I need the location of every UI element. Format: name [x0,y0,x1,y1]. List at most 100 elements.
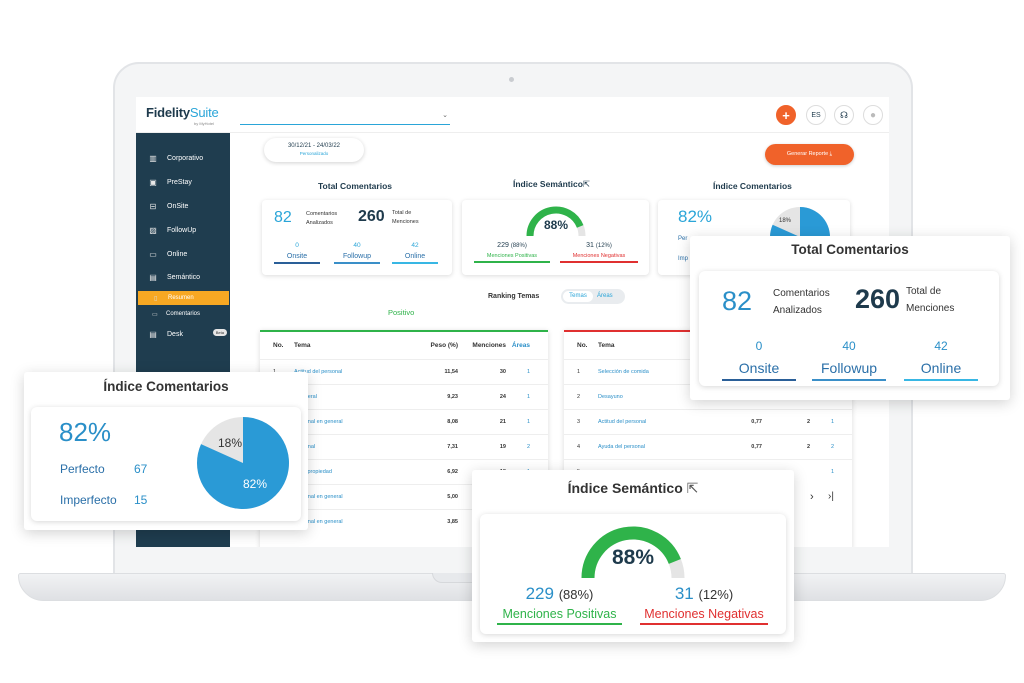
followup-stat[interactable]: 40 Followup [334,242,380,264]
indice-comentarios-title: Índice Comentarios [713,181,792,191]
floating-online-value: 42 [934,339,948,353]
row-areas[interactable]: 1 [830,419,834,425]
language-button[interactable]: ES [806,105,826,125]
row-tema[interactable]: Actitud del personal [294,369,343,375]
col-menciones: Menciones [472,342,506,349]
sidebar-item-followup[interactable]: ▨ FollowUp [136,220,230,240]
external-link-icon[interactable]: ⇱ [682,480,699,496]
row-tema[interactable]: de la propiedad [294,469,332,475]
support-button[interactable]: ☊ [834,105,854,125]
add-button[interactable]: + [776,105,796,125]
table-row[interactable]: personal en general 5,00 [260,484,548,509]
row-peso: 3,85 [447,519,458,525]
online-stat[interactable]: 42 Online [392,242,438,264]
floating-positive-mentions[interactable]: 229 (88%) Menciones Positivas [497,584,622,625]
sidebar-item-corporativo[interactable]: ▥ Corporativo [136,148,230,168]
semantic-gauge [526,206,586,237]
indice-semantico-title: Índice Semántico⇱ [513,179,590,190]
date-range-picker[interactable]: 30/12/21 - 24/03/22 Personalizado [264,138,364,162]
row-areas[interactable]: 1 [830,469,834,475]
negative-mentions[interactable]: 31 (12%) Menciones Negativas [560,242,638,263]
indice-pie-chart [197,417,289,509]
col-tema: Tema [294,342,311,349]
row-areas[interactable]: 1 [526,419,530,425]
floating-negative-mentions[interactable]: 31 (12%) Menciones Negativas [640,584,768,625]
analyzed-label: Comentarios Analizados [306,210,337,228]
pie-slice-perfecto [197,417,289,509]
pagination-next[interactable]: › [810,491,814,503]
indice-semantico-card: 88% 229 (88%) Menciones Positivas 31 (12… [462,200,649,275]
user-avatar[interactable]: ● [863,105,883,125]
row-peso: 6,92 [447,469,458,475]
row-tema[interactable]: Actitud del personal [598,419,647,425]
floating-analyzed-count: 82 [722,286,753,316]
app-logo[interactable]: FidelitySuite [146,105,219,120]
gauge-fill [581,526,681,579]
sidebar-subitem-resumen[interactable]: ▯ Resumen [138,291,229,305]
analyzed-label-line-2: Analizados [306,220,333,226]
sidebar-item-label: Corporativo [167,154,204,162]
pie-small-imperfecto-label: 18% [779,218,792,224]
row-tema[interactable]: personal en general [294,519,343,525]
sidebar-item-label: Semántico [167,273,201,281]
sidebar-item-desk[interactable]: ▤ Desk Beta [136,324,230,344]
generate-report-button[interactable]: Generar Reporte ⤓ [765,144,854,165]
row-no: 3 [577,419,581,425]
clipboard-icon: ▤ [149,329,157,339]
sidebar-item-semantico[interactable]: ▤ Semántico [136,267,230,287]
sidebar-item-label: Online [167,250,188,258]
ranking-toggle[interactable]: Temas Áreas [561,289,625,304]
row-peso: 5,00 [447,494,458,500]
col-tema: Tema [598,342,615,349]
row-peso: 0,77 [751,444,762,450]
row-areas[interactable]: 1 [526,394,530,400]
row-menciones: 19 [499,444,506,450]
floating-indice-semantico: Índice Semántico ⇱ 88% 229 (88%) Mencion… [472,470,794,642]
floating-total-line-2: Menciones [906,303,955,314]
row-tema[interactable]: personal en general [294,494,343,500]
row-no: 2 [577,394,581,400]
floating-onsite-stat[interactable]: 0 Onsite [722,339,796,381]
row-tema[interactable]: personal en general [294,419,343,425]
sidebar-item-online[interactable]: ▭ Online [136,244,230,264]
row-areas[interactable]: 2 [830,444,834,450]
row-areas[interactable]: 2 [526,444,530,450]
toggle-temas[interactable]: Temas [563,291,593,302]
table-row[interactable]: 4 Ayuda del personal 0,77 2 2 [564,434,852,459]
indice-comentarios-inner: 82% Perfecto 67 Imperfecto 15 18% 82% [31,407,301,521]
total-comentarios-inner: 82 Comentarios Analizados 260 Total de Men… [699,271,999,386]
hotel-select[interactable]: ⌄ [240,111,450,125]
table-row[interactable]: personal en general 8,08 21 1 [260,409,548,434]
floating-negative-pct: (12%) [698,587,734,602]
row-tema[interactable]: Desayuno [598,394,623,400]
floating-followup-label: Followup [812,360,886,381]
bed-icon: ⊟ [149,201,157,211]
row-areas[interactable]: 1 [526,369,530,375]
analyzed-label-line-1: Comentarios [306,211,338,217]
sidebar-subitem-comentarios[interactable]: ▭ Comentarios [136,307,230,321]
analyzed-count: 82 [274,209,292,226]
pagination-last[interactable]: ›| [828,491,834,502]
logo-subtitle: by MyHotel [194,121,215,126]
gauge-fill [526,206,584,237]
row-tema[interactable]: Ayuda del personal [598,444,645,450]
indice-semantico-inner: 88% 229 (88%) Menciones Positivas 31 (12… [480,514,786,634]
sidebar-item-label: Desk [167,330,183,338]
sidebar-item-prestay[interactable]: ▣ PreStay [136,172,230,192]
chat-icon: ▤ [149,272,157,282]
row-tema[interactable]: Selección de comida [598,369,649,375]
sidebar-item-onsite[interactable]: ⊟ OnSite [136,196,230,216]
indice-semantico-title-text: Índice Semántico [513,179,583,189]
floating-online-stat[interactable]: 42 Online [904,339,978,381]
positive-mentions[interactable]: 229 (88%) Menciones Positivas [474,242,550,263]
table-row[interactable]: 3 Actitud del personal 0,77 2 1 [564,409,852,434]
toggle-areas[interactable]: Áreas [597,293,613,299]
external-link-icon[interactable]: ⇱ [582,179,591,189]
negative-count: 31 [586,242,594,249]
floating-followup-stat[interactable]: 40 Followup [812,339,886,381]
onsite-stat[interactable]: 0 Onsite [274,242,320,264]
indice-percent-small: 82% [678,207,713,226]
onsite-label: Onsite [274,253,320,264]
table-row[interactable]: personal en general 3,85 [260,509,548,534]
